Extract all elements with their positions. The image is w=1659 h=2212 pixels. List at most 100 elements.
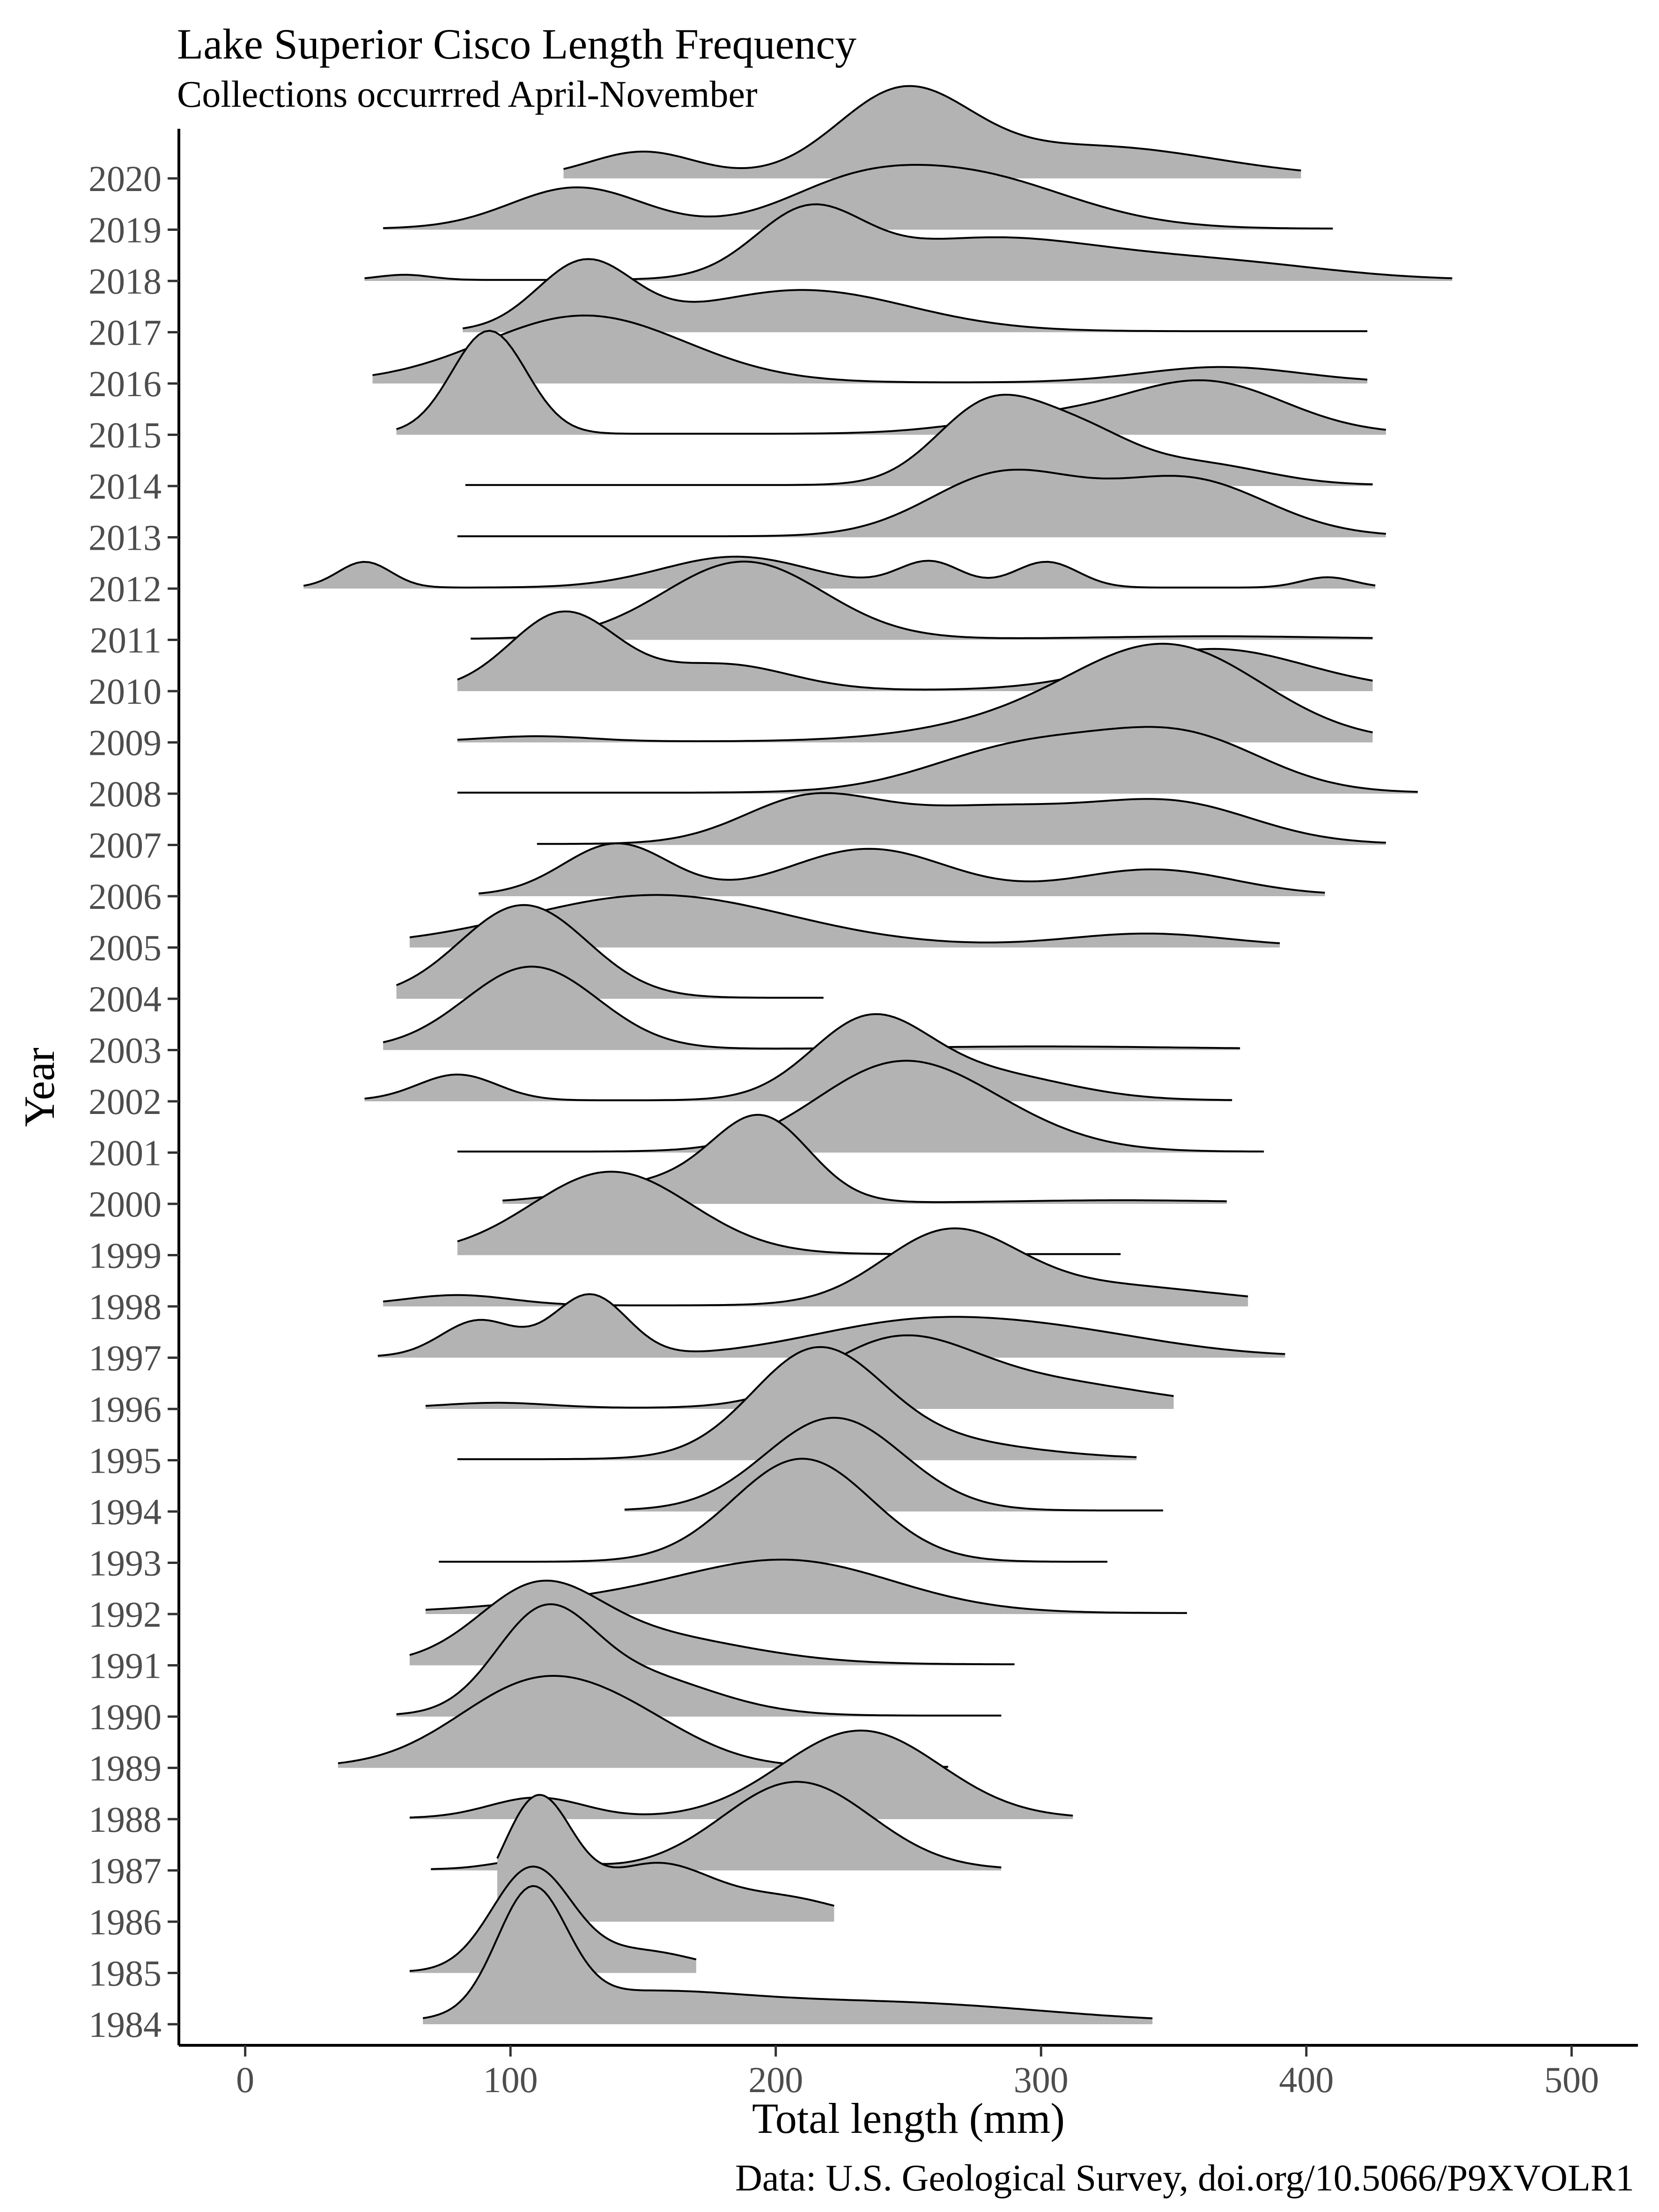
- ridge-line-2017: [462, 258, 1368, 332]
- ridge-fill-2007: [537, 793, 1386, 845]
- y-tick-label-2005: 2005: [88, 928, 162, 968]
- ridge-line-2011: [471, 560, 1373, 640]
- ridge-line-1985: [409, 1865, 697, 1972]
- y-tick-label-2013: 2013: [88, 517, 162, 558]
- x-tick-label: 500: [1544, 2059, 1599, 2100]
- y-tick-label-1987: 1987: [88, 1851, 162, 1891]
- y-tick-label-1986: 1986: [88, 1902, 162, 1942]
- ridge-fill-2001: [457, 1061, 1264, 1153]
- y-tick-label-2017: 2017: [88, 312, 162, 353]
- ridge-fill-2019: [383, 165, 1333, 230]
- ridge-line-2015: [396, 330, 1386, 435]
- ridge-line-2009: [457, 642, 1373, 743]
- ridge-fill-2014: [465, 394, 1373, 486]
- ridge-fill-1998: [383, 1228, 1248, 1306]
- x-tick-label: 400: [1279, 2059, 1334, 2100]
- y-axis-label: Year: [15, 1047, 63, 1127]
- ridge-line-2014: [465, 393, 1373, 486]
- ridge-fill-2000: [502, 1114, 1227, 1204]
- ridge-fill-1992: [425, 1559, 1187, 1614]
- y-tick-label-2008: 2008: [88, 774, 162, 814]
- ridge-fill-2005: [409, 895, 1280, 948]
- ridge-fill-1993: [439, 1459, 1107, 1563]
- y-tick-label-2011: 2011: [90, 620, 162, 661]
- ridge-line-1998: [383, 1227, 1248, 1306]
- y-tick-label-1989: 1989: [88, 1748, 162, 1789]
- ridge-line-1991: [409, 1579, 1015, 1666]
- y-tick-label-1999: 1999: [88, 1235, 162, 1276]
- x-axis-label: Total length (mm): [752, 2094, 1065, 2142]
- ridge-fill-1984: [423, 1886, 1153, 2024]
- y-tick-label-2012: 2012: [88, 568, 162, 609]
- data-source-caption: Data: U.S. Geological Survey, doi.org/10…: [735, 2158, 1634, 2199]
- ridge-line-2020: [563, 85, 1301, 172]
- ridge-fill-2020: [563, 86, 1301, 178]
- ridge-fill-2016: [372, 315, 1368, 383]
- y-tick-label-1997: 1997: [88, 1338, 162, 1379]
- ridge-fill-2012: [303, 556, 1376, 589]
- y-tick-label-2016: 2016: [88, 363, 162, 404]
- ridge-line-2013: [457, 468, 1386, 538]
- y-tick-label-1994: 1994: [88, 1491, 162, 1532]
- ridge-line-2008: [457, 726, 1418, 794]
- ridge-fill-2017: [463, 259, 1368, 332]
- ridge-line-2006: [479, 842, 1325, 895]
- y-tick-label-2000: 2000: [88, 1184, 162, 1224]
- y-tick-label-2001: 2001: [88, 1133, 162, 1173]
- y-tick-label-1991: 1991: [88, 1645, 162, 1686]
- ridge-fill-2006: [479, 843, 1325, 896]
- ridge-line-2002: [364, 1013, 1232, 1101]
- ridge-line-1984: [422, 1885, 1153, 2020]
- ridge-line-1995: [457, 1346, 1137, 1460]
- y-tick-label-2007: 2007: [88, 825, 162, 866]
- y-tick-label-2014: 2014: [88, 466, 162, 507]
- y-tick-label-1984: 1984: [88, 2004, 162, 2045]
- chart-title: Lake Superior Cisco Length Frequency: [177, 20, 856, 68]
- ridge-fill-1988: [409, 1730, 1073, 1819]
- ridge-fill-2002: [364, 1014, 1232, 1101]
- ridge-line-2019: [383, 163, 1333, 230]
- ridge-fill-2003: [383, 966, 1240, 1050]
- x-tick-label: 100: [483, 2059, 538, 2100]
- ridge-line-2001: [457, 1060, 1264, 1153]
- chart-subtitle: Collections occurrred April-November: [177, 74, 758, 115]
- y-tick-label-2009: 2009: [88, 723, 162, 763]
- y-tick-label-1990: 1990: [88, 1696, 162, 1737]
- ridge-line-2012: [303, 555, 1376, 589]
- ridge-line-2010: [457, 610, 1373, 691]
- y-tick-label-2018: 2018: [88, 261, 162, 302]
- ridge-line-2003: [383, 966, 1240, 1050]
- y-tick-label-1993: 1993: [88, 1543, 162, 1584]
- ridge-line-2004: [396, 904, 824, 999]
- ridge-fill-1987: [431, 1782, 1002, 1871]
- ridge-fill-1997: [377, 1294, 1285, 1358]
- x-ticks-group: 0 100 200 300 400 500: [236, 2045, 1599, 2100]
- x-tick-label: 300: [1014, 2059, 1069, 2100]
- ridge-fill-1989: [338, 1676, 948, 1768]
- x-tick-label: 0: [236, 2059, 254, 2100]
- ridge-line-1993: [439, 1458, 1107, 1563]
- ridge-line-2016: [372, 314, 1368, 383]
- ridge-line-2005: [409, 894, 1280, 944]
- ridges-group: [303, 85, 1453, 2024]
- ridge-fill-2008: [457, 727, 1418, 794]
- y-ticks-group: 1984 1985 1986 1987 1988 1989 1990 1991 1992 1993…: [88, 158, 179, 2045]
- ridge-fill-2018: [364, 204, 1453, 281]
- ridge-fill-2009: [457, 643, 1373, 743]
- ridge-line-2007: [537, 792, 1386, 845]
- y-tick-label-2010: 2010: [88, 671, 162, 712]
- y-tick-label-2006: 2006: [88, 876, 162, 917]
- ridge-line-1988: [409, 1729, 1073, 1819]
- ridge-fill-1995: [457, 1347, 1137, 1460]
- y-tick-label-2020: 2020: [88, 158, 162, 199]
- y-tick-label-1995: 1995: [88, 1440, 162, 1481]
- ridge-line-1986: [496, 1794, 834, 1907]
- ridge-fill-1996: [425, 1335, 1174, 1409]
- y-tick-label-2002: 2002: [88, 1081, 162, 1122]
- y-tick-label-1985: 1985: [88, 1953, 162, 1994]
- y-tick-label-1998: 1998: [88, 1286, 162, 1327]
- y-tick-label-1996: 1996: [88, 1389, 162, 1430]
- ridge-line-1990: [396, 1603, 1002, 1717]
- ridge-fill-2015: [396, 331, 1386, 435]
